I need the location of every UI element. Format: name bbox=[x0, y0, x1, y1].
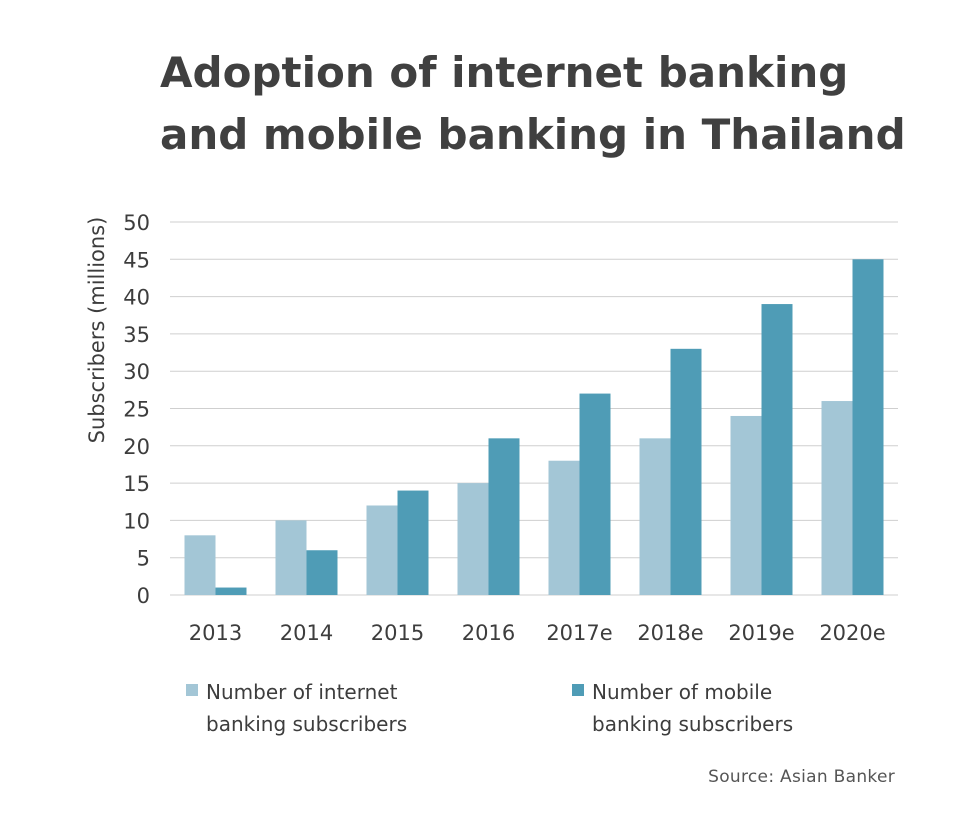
bar-internet bbox=[366, 505, 398, 595]
bar-mobile bbox=[579, 393, 611, 595]
x-tick-label: 2016 bbox=[462, 621, 515, 645]
y-tick-label: 35 bbox=[123, 323, 150, 347]
x-tick-label: 2017e bbox=[546, 621, 612, 645]
y-tick-label: 30 bbox=[123, 360, 150, 384]
bar-internet bbox=[457, 483, 489, 595]
legend-label-internet: Number of internet banking subscribers bbox=[206, 680, 408, 736]
bar-internet bbox=[821, 401, 853, 595]
y-tick-label: 25 bbox=[123, 398, 150, 422]
bar-mobile bbox=[761, 304, 793, 595]
x-tick-label: 2014 bbox=[280, 621, 333, 645]
bar-internet bbox=[275, 520, 307, 595]
bar-mobile bbox=[670, 348, 702, 595]
x-tick-label: 2018e bbox=[637, 621, 703, 645]
y-tick-label: 10 bbox=[123, 509, 150, 533]
legend-swatch-internet bbox=[186, 684, 198, 696]
x-tick-label: 2019e bbox=[728, 621, 794, 645]
chart-title: Adoption of internet banking and mobile … bbox=[160, 42, 906, 166]
y-tick-label: 15 bbox=[123, 472, 150, 496]
bar-internet bbox=[548, 460, 580, 595]
y-tick-label: 50 bbox=[123, 211, 150, 235]
bar-mobile bbox=[306, 550, 338, 595]
bar-internet bbox=[184, 535, 216, 595]
bar-mobile bbox=[488, 438, 520, 595]
y-tick-label: 0 bbox=[137, 584, 150, 608]
bar-mobile bbox=[215, 587, 247, 595]
source-note: Source: Asian Banker bbox=[708, 767, 895, 787]
bar-internet bbox=[730, 415, 762, 595]
x-tick-label: 2015 bbox=[371, 621, 424, 645]
bar-internet bbox=[639, 438, 671, 595]
chart-title-line-2: and mobile banking in Thailand bbox=[160, 110, 906, 159]
y-tick-label: 40 bbox=[123, 286, 150, 310]
legend-swatch-mobile bbox=[572, 684, 584, 696]
y-tick-label: 5 bbox=[137, 547, 150, 571]
x-tick-label: 2013 bbox=[189, 621, 242, 645]
bar-mobile bbox=[397, 490, 429, 595]
legend-item-mobile: Number of mobile banking subscribers bbox=[572, 676, 852, 740]
legend-label-mobile: Number of mobile banking subscribers bbox=[592, 680, 794, 736]
chart-title-line-1: Adoption of internet banking bbox=[160, 48, 849, 97]
x-tick-label: 2020e bbox=[819, 621, 885, 645]
y-tick-label: 20 bbox=[123, 435, 150, 459]
legend-item-internet: Number of internet banking subscribers bbox=[186, 676, 466, 740]
bar-mobile bbox=[852, 259, 884, 595]
y-tick-label: 45 bbox=[123, 248, 150, 272]
